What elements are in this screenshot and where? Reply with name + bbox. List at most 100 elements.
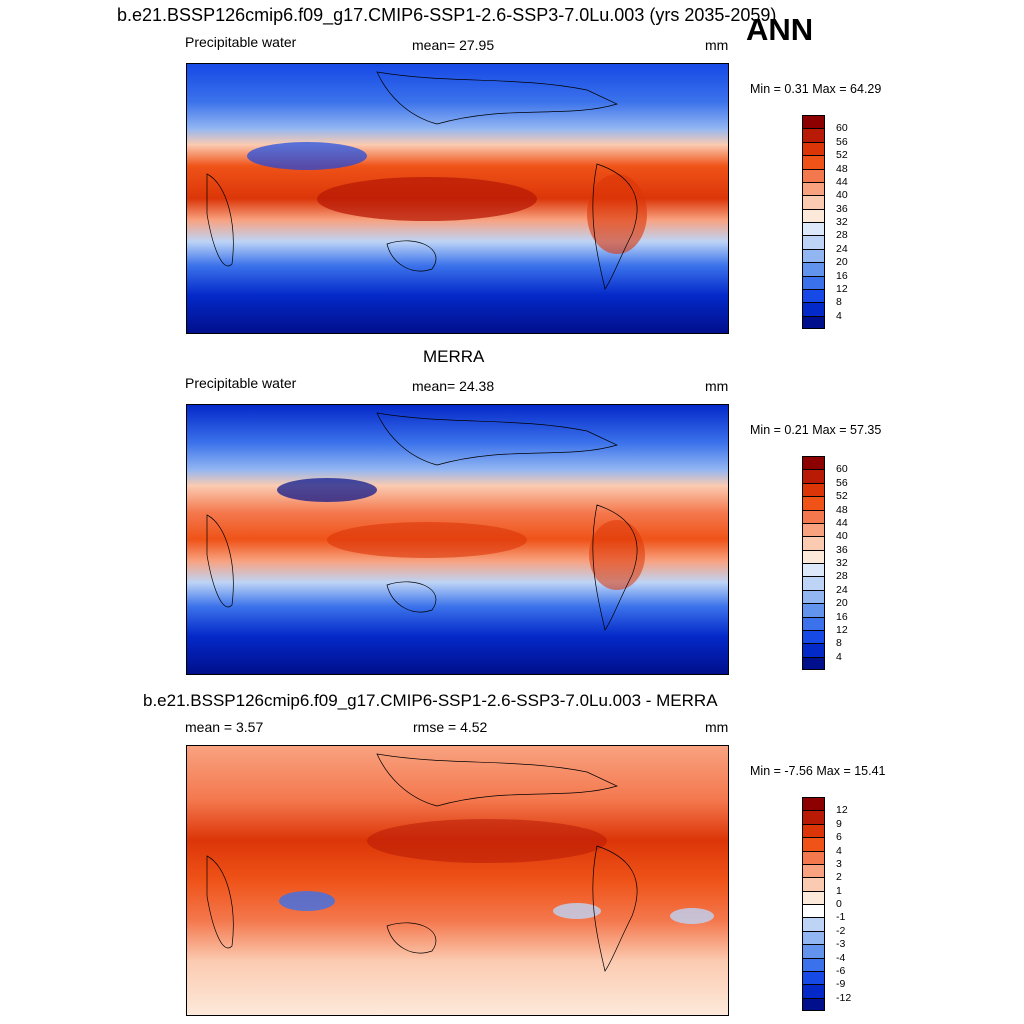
colorbar-tick-label: 28 xyxy=(836,229,848,242)
colorbar-swatch xyxy=(802,877,825,891)
colorbar-swatch xyxy=(802,643,825,657)
colorbar-tick-label: 20 xyxy=(836,597,848,610)
colorbar-swatch xyxy=(802,522,825,537)
colorbar-swatch xyxy=(802,797,825,811)
colorbar-swatch xyxy=(802,930,825,945)
colorbar-tick-label: 12 xyxy=(836,282,848,295)
colorbar-swatch xyxy=(802,837,825,851)
colorbar-tick-label: 44 xyxy=(836,175,848,188)
colorbar-swatch xyxy=(802,155,825,169)
colorbar-swatch xyxy=(802,863,825,878)
panel-2-units-label: mm xyxy=(705,378,729,394)
colorbar-swatch xyxy=(802,957,825,971)
colorbar-tick-label: 52 xyxy=(836,490,848,503)
colorbar-swatch xyxy=(802,823,825,838)
colorbar-tick-label: 9 xyxy=(836,817,842,830)
colorbar-frame xyxy=(802,456,825,670)
colorbar-swatch xyxy=(802,629,825,644)
colorbar-swatch xyxy=(802,589,825,604)
colorbar-tick-label: -9 xyxy=(836,978,846,991)
colorbar-swatch xyxy=(802,603,825,617)
colorbar-swatch xyxy=(802,549,825,563)
colorbar-tick-label: 28 xyxy=(836,570,848,583)
colorbar-tick-label: 16 xyxy=(836,269,848,282)
panel-3-map-field xyxy=(187,746,728,1015)
colorbar-tick-label: 56 xyxy=(836,135,848,148)
panel-1-units-label: mm xyxy=(705,37,729,53)
panel-1-map xyxy=(186,63,729,334)
colorbar-swatch xyxy=(802,195,825,209)
colorbar-tick-label: 48 xyxy=(836,162,848,175)
colorbar-frame xyxy=(802,797,825,1011)
colorbar-swatch xyxy=(802,904,825,918)
colorbar-tick-label: 4 xyxy=(836,309,842,322)
colorbar-swatch xyxy=(802,315,825,329)
panel-2-minmax-label: Min = 0.21 Max = 57.35 xyxy=(750,423,882,437)
colorbar-swatch xyxy=(802,128,825,142)
colorbar-tick-label: -1 xyxy=(836,911,846,924)
colorbar-frame xyxy=(802,115,825,329)
colorbar-swatch xyxy=(802,115,825,129)
colorbar-tick-label: 4 xyxy=(836,650,842,663)
colorbar-swatch xyxy=(802,536,825,550)
colorbar-swatch xyxy=(802,850,825,864)
colorbar-tick-label: -2 xyxy=(836,924,846,937)
colorbar-swatch xyxy=(802,482,825,497)
colorbar-tick-label: -12 xyxy=(836,991,852,1004)
panel-3-units-label: mm xyxy=(705,719,729,735)
colorbar-tick-label: 60 xyxy=(836,122,848,135)
colorbar-tick-label: 0 xyxy=(836,898,842,910)
colorbar-tick-label: 16 xyxy=(836,610,848,623)
colorbar-swatch xyxy=(802,141,825,156)
colorbar-tick-label: 44 xyxy=(836,516,848,529)
colorbar-tick-label: 52 xyxy=(836,149,848,162)
panel-2-title: MERRA xyxy=(423,347,485,366)
panel-1-mean-label: mean= 27.95 xyxy=(412,37,495,53)
panel-2-map xyxy=(186,404,729,675)
colorbar-swatch xyxy=(802,576,825,590)
colorbar-swatch xyxy=(802,469,825,483)
colorbar-swatch xyxy=(802,563,825,577)
colorbar-swatch xyxy=(802,890,825,904)
colorbar-swatch xyxy=(802,168,825,182)
panel-2-colorbar xyxy=(802,456,825,670)
colorbar-tick-label: 32 xyxy=(836,216,848,228)
colorbar-tick-label: 24 xyxy=(836,583,848,596)
panel-1-variable-label: Precipitable water xyxy=(185,34,297,50)
colorbar-swatch xyxy=(802,208,825,222)
colorbar-swatch xyxy=(802,810,825,824)
colorbar-swatch xyxy=(802,275,825,289)
panel-3-rmse-label: rmse = 4.52 xyxy=(413,719,488,735)
panel-2-map-field xyxy=(187,405,728,674)
colorbar-tick-label: 2 xyxy=(836,871,842,884)
colorbar-tick-label: 20 xyxy=(836,256,848,269)
panel-1-minmax-label: Min = 0.31 Max = 64.29 xyxy=(750,82,882,96)
page-title: b.e21.BSSP126cmip6.f09_g17.CMIP6-SSP1-2.… xyxy=(117,5,777,25)
colorbar-swatch xyxy=(802,984,825,998)
colorbar-swatch xyxy=(802,181,825,196)
colorbar-tick-label: -4 xyxy=(836,951,846,964)
colorbar-swatch xyxy=(802,997,825,1011)
panel-1-map-field xyxy=(187,64,728,333)
colorbar-tick-label: 12 xyxy=(836,623,848,636)
colorbar-swatch xyxy=(802,262,825,276)
colorbar-tick-label: 56 xyxy=(836,476,848,489)
colorbar-tick-label: 36 xyxy=(836,202,848,215)
colorbar-tick-label: 40 xyxy=(836,530,848,543)
colorbar-swatch xyxy=(802,288,825,303)
panel-2-mean-label: mean= 24.38 xyxy=(412,378,495,394)
panel-3-title: b.e21.BSSP126cmip6.f09_g17.CMIP6-SSP1-2.… xyxy=(143,691,718,710)
colorbar-tick-label: 48 xyxy=(836,503,848,516)
colorbar-swatch xyxy=(802,222,825,236)
colorbar-swatch xyxy=(802,509,825,523)
season-label: ANN xyxy=(746,12,814,47)
colorbar-tick-label: 60 xyxy=(836,463,848,476)
colorbar-swatch xyxy=(802,248,825,263)
panel-1-colorbar xyxy=(802,115,825,329)
colorbar-swatch xyxy=(802,456,825,470)
colorbar-tick-label: 32 xyxy=(836,557,848,569)
panel-3-map xyxy=(186,745,729,1016)
colorbar-tick-label: -3 xyxy=(836,938,846,951)
colorbar-tick-label: 40 xyxy=(836,189,848,202)
colorbar-tick-label: 36 xyxy=(836,543,848,556)
